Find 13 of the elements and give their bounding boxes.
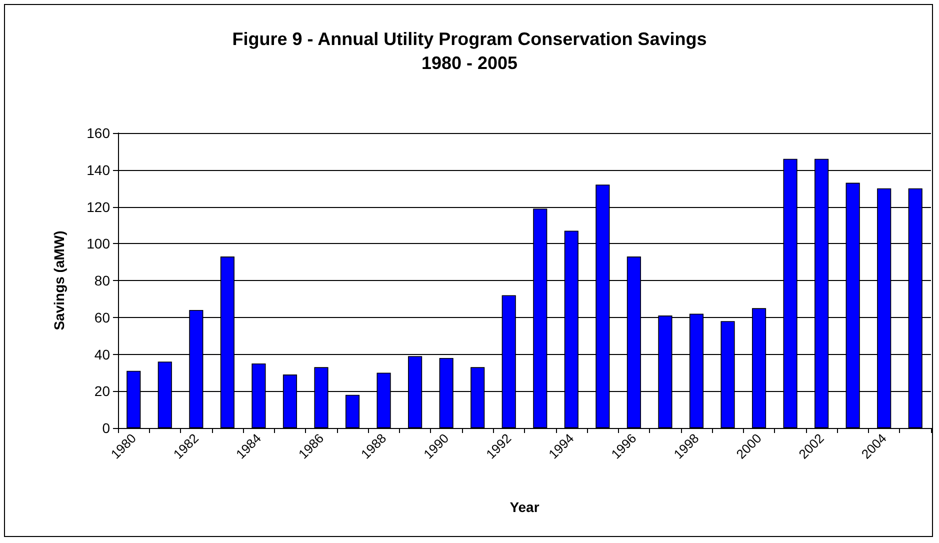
bar xyxy=(345,394,360,428)
y-tick-label: 160 xyxy=(86,125,110,141)
chart-title: Figure 9 - Annual Utility Program Conservation Savings 1980 - 2005 xyxy=(232,29,707,73)
y-tick-label: 0 xyxy=(102,420,110,436)
y-tick-label: 100 xyxy=(86,236,110,252)
y-axis-title: Savings (aMW) xyxy=(51,230,67,330)
y-tick-label: 120 xyxy=(86,198,110,215)
y-tick-label: 140 xyxy=(86,162,110,178)
y-tick-label: 40 xyxy=(94,346,110,362)
y-tick-label: 60 xyxy=(94,309,110,326)
x-axis-title: Year xyxy=(510,499,540,515)
y-tick-label: 20 xyxy=(94,383,110,400)
y-tick-label: 80 xyxy=(94,272,110,288)
